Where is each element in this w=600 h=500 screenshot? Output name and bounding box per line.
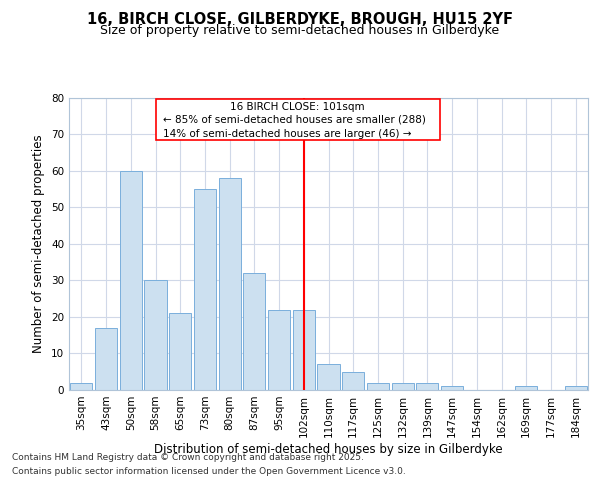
- Text: Size of property relative to semi-detached houses in Gilberdyke: Size of property relative to semi-detach…: [100, 24, 500, 37]
- Bar: [243, 273, 265, 390]
- FancyBboxPatch shape: [155, 100, 440, 140]
- Bar: [392, 382, 414, 390]
- X-axis label: Distribution of semi-detached houses by size in Gilberdyke: Distribution of semi-detached houses by …: [154, 442, 503, 456]
- Y-axis label: Number of semi-detached properties: Number of semi-detached properties: [32, 134, 46, 353]
- Text: 14% of semi-detached houses are larger (46) →: 14% of semi-detached houses are larger (…: [163, 128, 412, 138]
- Bar: [441, 386, 463, 390]
- Bar: [145, 280, 167, 390]
- Bar: [416, 382, 439, 390]
- Bar: [367, 382, 389, 390]
- Text: Contains HM Land Registry data © Crown copyright and database right 2025.: Contains HM Land Registry data © Crown c…: [12, 454, 364, 462]
- Text: 16, BIRCH CLOSE, GILBERDYKE, BROUGH, HU15 2YF: 16, BIRCH CLOSE, GILBERDYKE, BROUGH, HU1…: [87, 12, 513, 28]
- Text: Contains public sector information licensed under the Open Government Licence v3: Contains public sector information licen…: [12, 467, 406, 476]
- Bar: [317, 364, 340, 390]
- Bar: [119, 170, 142, 390]
- Bar: [342, 372, 364, 390]
- Bar: [293, 310, 315, 390]
- Bar: [169, 313, 191, 390]
- Bar: [515, 386, 538, 390]
- Text: ← 85% of semi-detached houses are smaller (288): ← 85% of semi-detached houses are smalle…: [163, 114, 426, 124]
- Bar: [565, 386, 587, 390]
- Bar: [70, 382, 92, 390]
- Text: 16 BIRCH CLOSE: 101sqm: 16 BIRCH CLOSE: 101sqm: [230, 102, 365, 113]
- Bar: [268, 310, 290, 390]
- Bar: [194, 189, 216, 390]
- Bar: [218, 178, 241, 390]
- Bar: [95, 328, 117, 390]
